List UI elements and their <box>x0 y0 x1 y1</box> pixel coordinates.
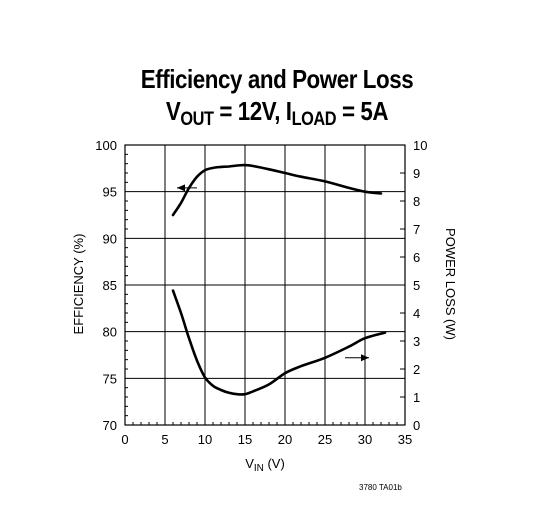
y-right-tick-label-8: 8 <box>413 194 420 209</box>
y-left-tick-label-1: 75 <box>103 371 117 386</box>
grid <box>124 144 406 426</box>
y-right-tick-label-5: 5 <box>413 278 420 293</box>
x-tick-label-6: 30 <box>358 432 372 447</box>
y-right-tick-label-0: 0 <box>413 418 420 433</box>
y-right-tick-label-7: 7 <box>413 222 420 237</box>
y-right-tick-label-3: 3 <box>413 334 420 349</box>
x-tick-label-0: 0 <box>121 432 128 447</box>
title-i-subscript: LOAD <box>291 109 337 130</box>
y-right-tick-label-6: 6 <box>413 250 420 265</box>
ticks: 0 5 10 15 20 25 30 35 70 75 80 85 90 95 100 0 1 2 3 4 5 6 7 8 9 1… <box>95 138 427 447</box>
y-left-tick-label-2: 80 <box>103 325 117 340</box>
x-axis-label-sub: IN <box>254 463 264 474</box>
y-right-tick-label-4: 4 <box>413 306 420 321</box>
x-axis-label: VIN (V) <box>245 456 285 474</box>
x-tick-label-5: 25 <box>318 432 332 447</box>
x-tick-label-7: 35 <box>398 432 412 447</box>
y-left-tick-label-0: 70 <box>103 418 117 433</box>
arrow-head-right <box>361 354 369 362</box>
x-axis-label-main: V <box>245 456 254 471</box>
arrow-head-left <box>177 184 185 192</box>
title-mid: = 12V, I <box>213 96 292 126</box>
title-end: = 5A <box>336 96 389 126</box>
title-v: V <box>165 96 181 126</box>
x-tick-label-3: 15 <box>238 432 252 447</box>
title-v-subscript: OUT <box>180 109 214 130</box>
figure-id: 3780 TA01b <box>359 483 402 492</box>
y-right-tick-label-10: 10 <box>413 138 427 153</box>
chart-title-line2: VOUT = 12V, ILOAD = 5A <box>39 96 515 131</box>
annotations <box>177 184 369 362</box>
y-left-tick-label-3: 85 <box>103 278 117 293</box>
x-tick-label-4: 20 <box>278 432 292 447</box>
y-left-tick-label-6: 100 <box>95 138 117 153</box>
y-right-tick-label-2: 2 <box>413 362 420 377</box>
y-left-tick-label-5: 95 <box>103 185 117 200</box>
x-axis-label-unit: (V) <box>264 456 285 471</box>
y-axis-left-label: EFFICIENCY (%) <box>71 234 86 335</box>
x-tick-label-1: 5 <box>161 432 168 447</box>
y-left-tick-label-4: 90 <box>103 231 117 246</box>
y-right-tick-label-1: 1 <box>413 390 420 405</box>
series <box>171 163 387 396</box>
efficiency-curve <box>171 163 383 217</box>
y-axis-right-label: POWER LOSS (W) <box>443 228 458 340</box>
y-right-tick-label-9: 9 <box>413 166 420 181</box>
chart-title-line1: Efficiency and Power Loss <box>140 64 414 94</box>
power-loss-curve <box>171 289 387 396</box>
x-tick-label-2: 10 <box>198 432 212 447</box>
